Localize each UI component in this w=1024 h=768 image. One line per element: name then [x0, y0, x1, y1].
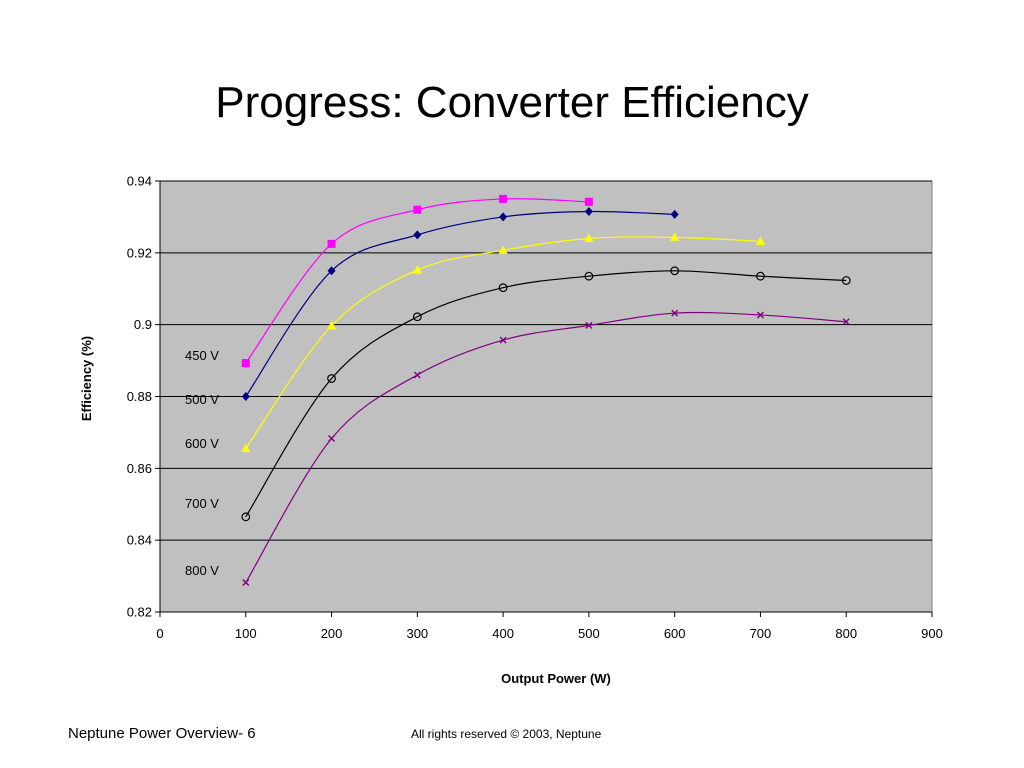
- series-label: 700 V: [185, 496, 219, 511]
- data-point: [328, 435, 336, 443]
- data-point: [841, 276, 851, 285]
- y-tick-label: 0.88: [127, 389, 152, 404]
- data-point: [413, 230, 422, 240]
- data-point: [498, 245, 508, 254]
- data-point: [327, 266, 336, 276]
- data-point: [412, 265, 422, 274]
- y-tick-label: 0.86: [127, 461, 152, 476]
- data-point: [585, 321, 593, 329]
- data-point: [498, 283, 508, 293]
- y-tick-label: 0.84: [127, 533, 152, 548]
- data-point: [756, 271, 765, 281]
- series-800v: [242, 309, 850, 587]
- data-point: [499, 212, 508, 222]
- series-500v: [241, 207, 679, 401]
- data-point: [327, 239, 336, 248]
- x-tick-label: 300: [406, 626, 428, 641]
- slide-title: Progress: Converter Efficiency: [215, 78, 809, 127]
- data-point: [756, 311, 764, 319]
- x-tick-label: 0: [156, 626, 163, 641]
- y-tick-label: 0.82: [127, 605, 152, 620]
- data-point: [670, 266, 680, 276]
- y-tick-label: 0.94: [127, 174, 152, 189]
- data-point: [671, 309, 679, 317]
- data-point: [584, 197, 593, 206]
- y-tick-label: 0.9: [134, 317, 152, 332]
- x-tick-label: 700: [750, 626, 772, 641]
- series-label: 800 V: [185, 563, 219, 578]
- footer-copyright: All rights reserved © 2003, Neptune: [411, 727, 602, 741]
- data-point: [413, 205, 422, 214]
- data-point: [842, 318, 850, 326]
- series-line: [245, 270, 847, 518]
- x-axis-title: Output Power (W): [501, 671, 611, 686]
- x-tick-label: 100: [235, 626, 257, 641]
- data-point: [584, 207, 593, 217]
- y-axis-title: Efficiency (%): [79, 336, 94, 421]
- data-point: [241, 512, 251, 522]
- data-point: [241, 443, 251, 453]
- data-point: [584, 233, 594, 242]
- series-line: [245, 198, 589, 364]
- x-tick-label: 500: [578, 626, 600, 641]
- data-point: [412, 312, 422, 322]
- series-label: 450 V: [185, 348, 219, 363]
- x-tick-label: 400: [492, 626, 514, 641]
- series-700v: [241, 266, 851, 522]
- series-label: 600 V: [185, 436, 219, 451]
- data-point: [670, 232, 680, 241]
- data-point: [755, 236, 765, 245]
- data-point: [241, 392, 250, 401]
- data-point: [327, 320, 337, 330]
- data-point: [413, 371, 421, 379]
- data-point: [327, 374, 336, 383]
- series-label: 500 V: [185, 392, 219, 407]
- data-point: [584, 271, 594, 281]
- series-600v: [241, 232, 765, 453]
- footer-presentation-label: Neptune Power Overview- 6: [68, 725, 256, 742]
- series-line: [245, 210, 675, 397]
- data-point: [499, 336, 507, 344]
- x-tick-label: 600: [664, 626, 686, 641]
- data-point: [499, 194, 508, 203]
- data-point: [670, 209, 679, 219]
- x-tick-label: 800: [835, 626, 857, 641]
- data-point: [242, 579, 250, 587]
- series-450v: [241, 194, 593, 368]
- x-tick-label: 900: [921, 626, 943, 641]
- x-tick-label: 200: [321, 626, 343, 641]
- data-point: [241, 359, 250, 368]
- y-tick-label: 0.92: [127, 245, 152, 260]
